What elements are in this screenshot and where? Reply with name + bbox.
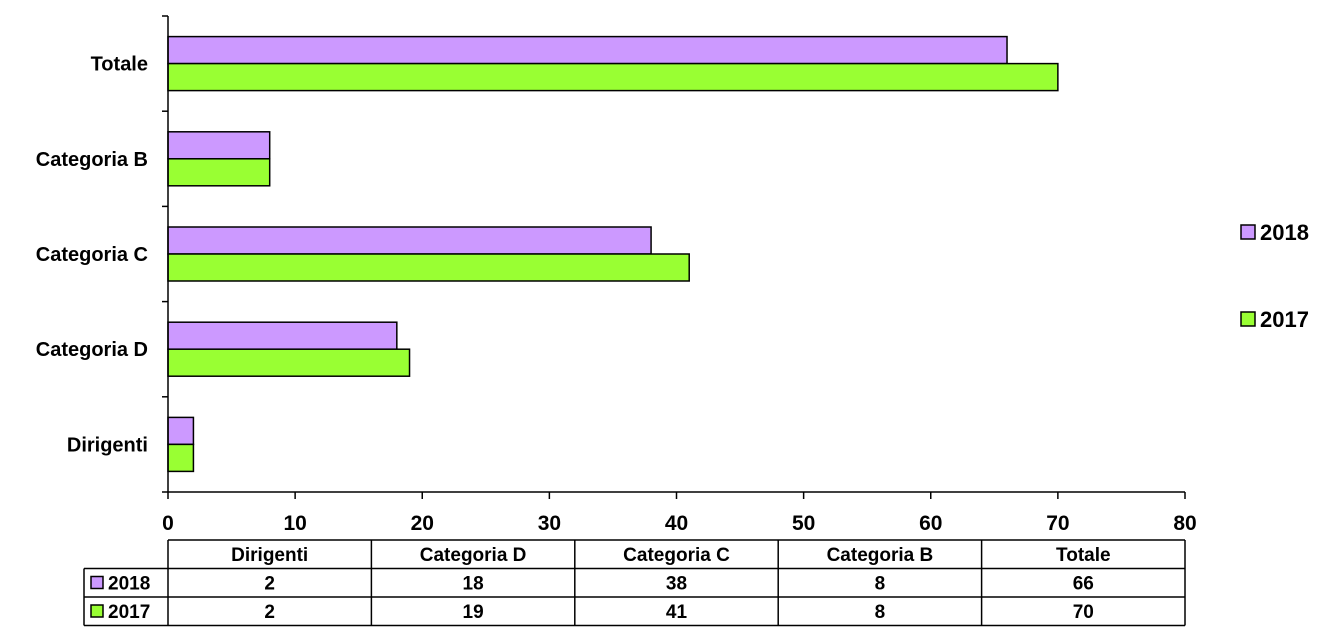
- data-table: Dirigenti Categoria D Categoria C Categoria…: [83, 539, 1186, 627]
- x-tick-label-10: 10: [283, 512, 306, 535]
- table-cell-2018-dirigenti: 2: [264, 574, 275, 595]
- bar-2018-categoria-c: [167, 226, 652, 255]
- table-cell-2017-totale: 70: [1073, 602, 1094, 623]
- category-label-categoria-c: Categoria C: [36, 244, 148, 266]
- table-cell-2018-categoria-d: 18: [463, 574, 484, 595]
- legend: 2018 2017: [1240, 220, 1309, 332]
- bar-2017-dirigenti: [167, 443, 195, 473]
- table-cell-2018-categoria-b: 8: [875, 574, 886, 595]
- table-cell-2017-categoria-d: 19: [463, 602, 484, 623]
- table-cell-2018-categoria-c: 38: [666, 574, 687, 595]
- legend-swatch-2018: [1240, 224, 1256, 240]
- x-tick-label-30: 30: [538, 512, 561, 535]
- category-label-totale: Totale: [91, 54, 148, 76]
- x-tick-label-80: 80: [1173, 512, 1196, 535]
- legend-swatch-2017: [1240, 311, 1256, 327]
- legend-label-2018: 2018: [1260, 220, 1309, 245]
- table-cell-2018-totale: 66: [1073, 574, 1094, 595]
- table-header-categoria-b: Categoria B: [827, 545, 934, 566]
- table-header-dirigenti: Dirigenti: [231, 545, 308, 566]
- table-header-categoria-c: Categoria C: [623, 545, 730, 566]
- x-tick-label-20: 20: [411, 512, 434, 535]
- x-tick-labels: 0 10 20 30 40 50 60 70 80: [162, 512, 1197, 535]
- category-label-dirigenti: Dirigenti: [67, 434, 148, 456]
- bar-2018-dirigenti: [167, 416, 195, 446]
- x-tick-label-40: 40: [665, 512, 688, 535]
- x-tick-label-60: 60: [919, 512, 942, 535]
- table-series-label-2018: 2018: [108, 574, 150, 595]
- table-cell-2017-categoria-b: 8: [875, 602, 886, 623]
- bar-2017-categoria-c: [167, 253, 690, 282]
- axes-group: [162, 15, 1186, 499]
- table-cell-2017-dirigenti: 2: [264, 602, 275, 623]
- bar-2017-categoria-d: [167, 348, 411, 377]
- x-tick-label-50: 50: [792, 512, 815, 535]
- table-cell-2017-categoria-c: 41: [666, 602, 688, 623]
- category-label-categoria-d: Categoria D: [36, 339, 148, 361]
- table-header-categoria-d: Categoria D: [420, 545, 527, 566]
- table-swatch-2018: [90, 575, 104, 590]
- category-labels: Dirigenti Categoria D Categoria C Categoria…: [36, 54, 148, 457]
- table-swatch-2017: [90, 604, 104, 618]
- bar-2018-totale: [167, 35, 1008, 65]
- bar-2017-totale: [167, 62, 1059, 92]
- bar-2018-categoria-d: [167, 321, 398, 350]
- category-label-categoria-b: Categoria B: [36, 149, 148, 171]
- table-header-totale: Totale: [1056, 545, 1111, 566]
- x-tick-label-70: 70: [1046, 512, 1069, 535]
- bar-2018-categoria-b: [167, 131, 271, 160]
- legend-label-2017: 2017: [1260, 307, 1309, 332]
- bar-2017-categoria-b: [167, 158, 271, 187]
- bars-group: [167, 35, 1059, 473]
- x-tick-label-0: 0: [162, 512, 174, 535]
- table-series-label-2017: 2017: [108, 602, 150, 623]
